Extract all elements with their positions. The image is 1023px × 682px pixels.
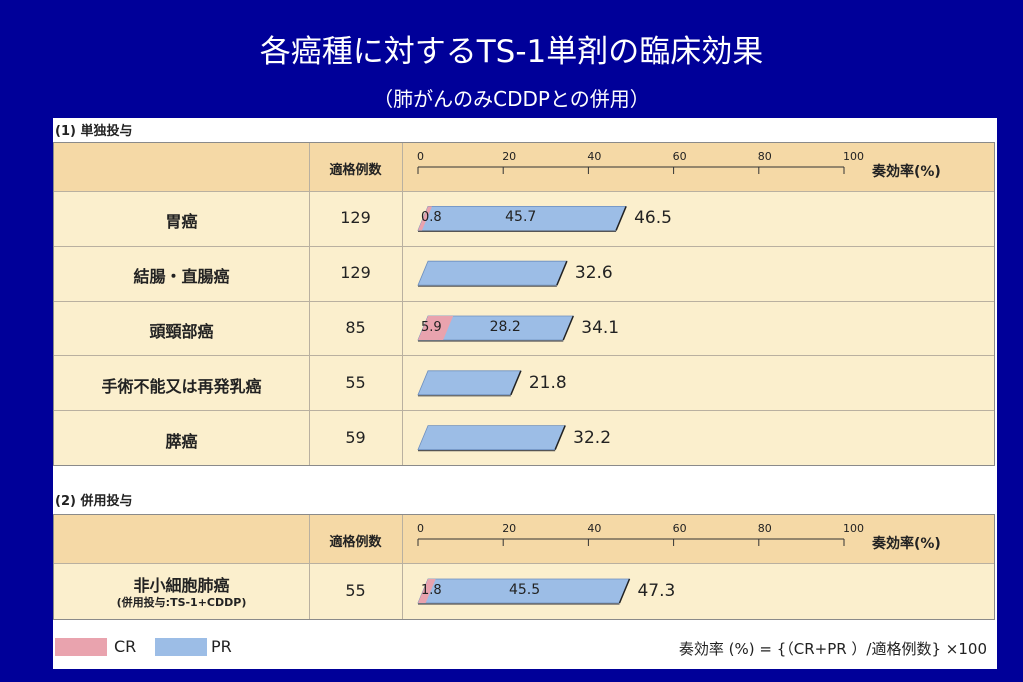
bar-layer xyxy=(417,206,627,452)
bar-total-label: 21.8 xyxy=(528,372,567,393)
bar-pr-label: 45.7 xyxy=(505,209,537,226)
slide-subtitle: （肺がんのみCDDPとの併用） xyxy=(373,87,650,111)
bar-end-edge xyxy=(615,206,627,231)
slide-title: 各癌種に対するTS-1単剤の臨床効果 xyxy=(259,34,764,70)
bar-layer xyxy=(417,578,631,605)
column-divider xyxy=(309,515,310,619)
row-n-value: 129 xyxy=(340,208,371,228)
bar-pr xyxy=(417,370,522,396)
legend-cr-label: CR xyxy=(114,637,137,656)
row-divider xyxy=(54,300,994,302)
legend-cr-swatch xyxy=(55,638,107,656)
bar-total-label: 47.3 xyxy=(637,581,676,601)
bar-pr-label: 28.2 xyxy=(489,319,521,335)
row-n-value: 55 xyxy=(345,581,366,600)
row-n-value: 55 xyxy=(345,372,366,392)
bar-end-edge xyxy=(554,425,566,450)
row-divider xyxy=(54,410,994,412)
row-label: 非小細胞肺癌 xyxy=(133,576,230,595)
legend-pr-swatch xyxy=(155,638,207,656)
row-n-value: 59 xyxy=(345,427,366,447)
row-label: 手術不能又は再発乳癌 xyxy=(101,376,262,396)
bar-pr-label: 45.5 xyxy=(508,582,541,598)
chart-panel: (1) 単独投与 (2) 併用投与 適格例数 奏効率(%) 0 20 40 60 80 100… xyxy=(53,118,997,669)
table-single-agent: 適格例数 奏効率(%) 0 20 40 60 80 100 胃癌 129 0.8 45.7 46.5 結腸… xyxy=(53,142,995,466)
header-axis xyxy=(417,538,845,546)
table-combination: 適格例数 奏効率(%) 0 20 40 60 80 100 非小細胞肺癌 (併用投与:TS-1+C… xyxy=(53,514,995,620)
axis-tick-label: 80 xyxy=(757,522,772,535)
bar-cr-label: 0.8 xyxy=(421,210,442,226)
bar-pr xyxy=(417,425,566,451)
bar-total-label: 46.5 xyxy=(634,208,672,229)
bar-pr xyxy=(417,206,627,231)
bar-cr xyxy=(418,316,454,340)
axis-tick-label: 60 xyxy=(672,150,687,163)
bar-cr xyxy=(418,579,436,603)
axis-tick-label: 100 xyxy=(843,522,864,535)
bar-cr-label: 5.9 xyxy=(421,320,442,335)
row-n-value: 85 xyxy=(345,318,366,337)
bar-total-label: 32.2 xyxy=(573,427,612,448)
header-n-label: 適格例数 xyxy=(329,535,382,550)
row-label: 胃癌 xyxy=(165,212,198,232)
axis-tick-label: 100 xyxy=(843,150,864,163)
bar-cr xyxy=(418,206,432,231)
axis-tick-label: 20 xyxy=(502,522,517,535)
bar-end-edge xyxy=(556,260,568,286)
legend-pr-label: PR xyxy=(211,637,232,656)
bar-end-edge xyxy=(618,578,631,604)
axis-tick-label: 20 xyxy=(502,150,517,163)
row-divider xyxy=(54,245,994,247)
header-axis xyxy=(417,166,845,174)
header-n-label: 適格例数 xyxy=(329,163,382,178)
section1-label: (1) 単独投与 xyxy=(55,124,133,139)
column-divider xyxy=(402,143,403,465)
row-divider xyxy=(54,355,994,357)
header-divider xyxy=(54,191,994,192)
axis-tick-label: 60 xyxy=(672,522,687,535)
axis-tick-label: 0 xyxy=(417,150,424,163)
row-n-value: 129 xyxy=(340,263,371,283)
axis-tick-label: 0 xyxy=(417,522,424,535)
bar-end-edge xyxy=(562,315,574,341)
bar-end-edge xyxy=(510,370,522,396)
row-label-note: (併用投与:TS-1+CDDP) xyxy=(116,596,247,609)
axis-tick-label: 80 xyxy=(757,150,772,163)
bar-total-label: 32.6 xyxy=(574,263,613,284)
bar-pr xyxy=(417,260,568,286)
axis-tick-label: 40 xyxy=(587,150,602,163)
bar-total-label: 34.1 xyxy=(581,318,620,338)
header-rate-label: 奏効率(%) xyxy=(872,164,941,180)
column-divider xyxy=(309,143,310,465)
header-divider xyxy=(54,563,994,564)
section2-label: (2) 併用投与 xyxy=(55,494,133,509)
row-label: 頭頸部癌 xyxy=(149,322,214,341)
axis-tick-label: 40 xyxy=(587,522,602,535)
formula-note: 奏効率 (%) = {（CR+PR ）/適格例数} ×100 xyxy=(678,640,987,658)
row-label: 膵癌 xyxy=(165,431,198,451)
bar-cr-label: 1.8 xyxy=(421,583,442,598)
header-rate-label: 奏効率(%) xyxy=(872,536,941,552)
row-label: 結腸・直腸癌 xyxy=(133,267,230,287)
column-divider xyxy=(402,515,403,619)
